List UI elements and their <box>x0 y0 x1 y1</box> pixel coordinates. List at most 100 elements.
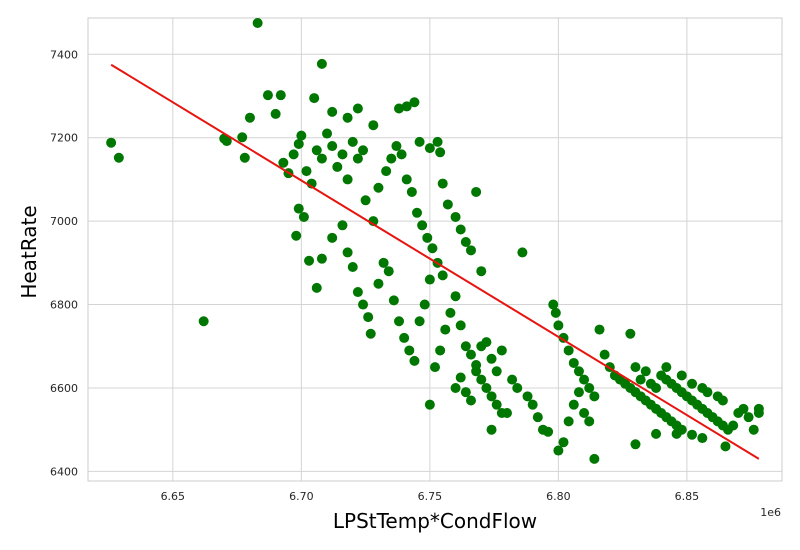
data-point <box>491 366 502 377</box>
data-point <box>558 437 569 448</box>
data-point <box>430 362 440 373</box>
data-point <box>373 278 384 289</box>
x-tick-label: 6.75 <box>418 490 443 503</box>
data-point <box>113 152 124 163</box>
data-point <box>262 90 273 101</box>
plot-frame <box>87 17 783 482</box>
data-point <box>342 112 353 123</box>
data-point <box>450 382 461 393</box>
y-tick-label: 6400 <box>50 465 78 478</box>
data-point <box>360 195 371 206</box>
data-point <box>579 408 590 419</box>
data-point <box>332 161 343 172</box>
data-point <box>651 382 662 393</box>
data-point <box>419 299 430 310</box>
data-point <box>381 166 392 177</box>
y-tick-label: 6800 <box>50 299 78 312</box>
data-point <box>239 152 250 163</box>
data-point <box>553 445 564 456</box>
data-point <box>687 378 698 389</box>
data-point <box>347 262 358 273</box>
data-point <box>298 211 309 222</box>
y-tick-label: 6600 <box>50 382 78 395</box>
data-point <box>442 199 453 210</box>
data-point <box>455 224 466 235</box>
data-point <box>476 266 487 277</box>
data-point <box>316 153 327 164</box>
data-point <box>568 357 579 368</box>
data-point <box>365 328 376 339</box>
data-point <box>579 374 590 385</box>
data-point <box>409 355 420 366</box>
data-point <box>337 220 348 231</box>
data-point <box>589 391 600 402</box>
data-point <box>548 299 559 310</box>
data-point <box>573 366 584 377</box>
data-point <box>440 324 451 335</box>
data-point <box>399 332 410 343</box>
data-point <box>358 145 369 156</box>
data-point <box>748 424 759 435</box>
data-point <box>221 136 232 147</box>
data-point <box>309 93 320 104</box>
data-point <box>435 147 446 158</box>
data-point <box>486 391 497 402</box>
data-point <box>322 128 333 139</box>
data-point <box>563 416 574 427</box>
data-point <box>465 349 476 360</box>
data-point <box>635 374 646 385</box>
data-point <box>481 382 492 393</box>
data-point <box>455 320 466 331</box>
data-point <box>352 287 363 298</box>
data-point <box>424 143 435 154</box>
data-point <box>352 153 363 164</box>
data-point <box>342 247 353 258</box>
data-point <box>753 403 764 414</box>
data-point <box>270 108 281 119</box>
data-point <box>244 112 255 123</box>
data-point <box>527 399 538 410</box>
data-point <box>640 366 651 377</box>
data-point <box>311 145 322 156</box>
data-point <box>352 103 363 114</box>
x-tick-label: 6.70 <box>289 490 314 503</box>
data-point <box>427 243 438 254</box>
data-point <box>550 307 561 318</box>
data-point <box>671 428 682 439</box>
data-point <box>311 282 322 293</box>
data-point <box>432 136 443 147</box>
y-tick-label: 7000 <box>50 215 78 228</box>
data-point <box>553 320 564 331</box>
data-point <box>401 101 412 112</box>
data-point <box>424 399 435 410</box>
data-point <box>368 120 379 131</box>
x-tick-labels: 6.65 6.70 6.75 6.80 6.85 <box>161 490 700 503</box>
data-point <box>651 428 662 439</box>
data-point <box>517 247 528 258</box>
data-point <box>460 387 471 398</box>
data-point <box>404 345 415 356</box>
grid-lines <box>88 18 782 481</box>
data-point <box>568 399 579 410</box>
data-point <box>676 370 687 381</box>
data-point <box>394 316 405 327</box>
data-point <box>594 324 605 335</box>
data-point <box>412 207 423 218</box>
data-point <box>486 424 497 435</box>
scatter-points <box>106 18 764 464</box>
data-point <box>396 149 407 160</box>
data-point <box>347 136 358 147</box>
data-point <box>512 382 523 393</box>
data-point <box>728 420 739 431</box>
data-point <box>417 220 428 231</box>
data-point <box>106 137 117 148</box>
data-point <box>435 345 446 356</box>
data-point <box>584 416 595 427</box>
x-tick-label: 6.85 <box>675 490 700 503</box>
data-point <box>630 439 641 450</box>
data-point <box>563 345 574 356</box>
data-point <box>275 90 286 101</box>
data-point <box>465 245 476 256</box>
data-point <box>496 345 507 356</box>
data-point <box>471 360 482 371</box>
